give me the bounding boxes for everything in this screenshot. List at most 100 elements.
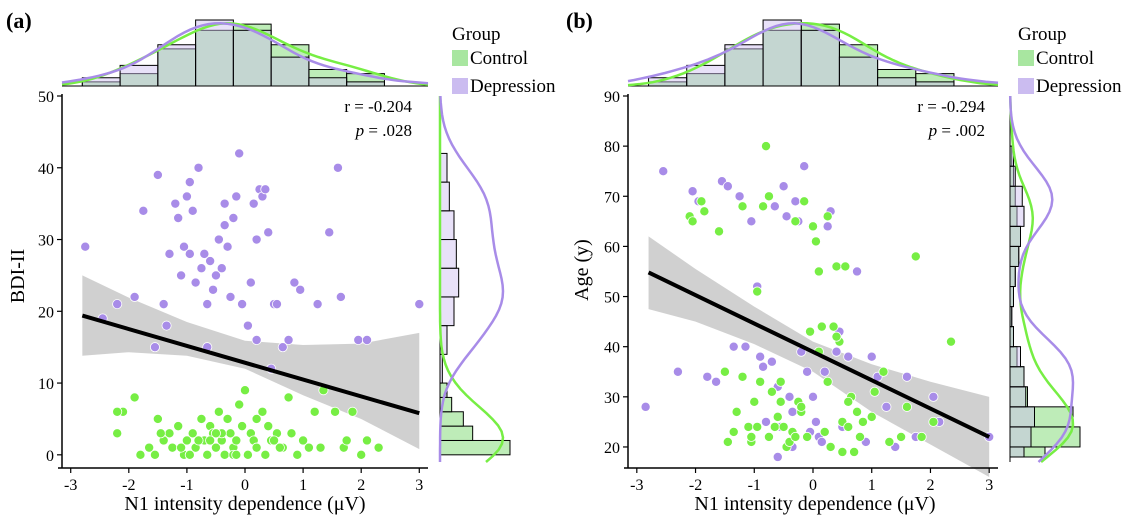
- top-hist-bar-depression-a: [119, 64, 159, 87]
- panel-label-b: (b): [566, 8, 593, 33]
- point-depression-b: [810, 416, 821, 427]
- point-control-a: [330, 406, 341, 417]
- legend-title-a: Group: [452, 24, 501, 45]
- point-depression-b: [758, 361, 769, 372]
- point-depression-a: [152, 169, 163, 180]
- point-depression-b: [802, 366, 813, 377]
- right-hist-bar-depression-b: [1009, 205, 1025, 227]
- top-density-depression-a: [61, 22, 429, 85]
- x-tick-label-b: 1: [868, 477, 876, 494]
- point-control-b: [755, 376, 766, 387]
- point-depression-a: [213, 234, 224, 245]
- point-depression-a: [216, 263, 227, 274]
- point-depression-a: [80, 241, 91, 252]
- point-control-a: [144, 442, 155, 453]
- point-control-a: [315, 442, 326, 453]
- right-hist-bar-depression-b: [1009, 245, 1020, 267]
- p-value-b: = .002: [937, 121, 985, 140]
- point-depression-b: [816, 436, 827, 447]
- point-control-b: [837, 446, 848, 457]
- point-depression-a: [237, 299, 248, 310]
- point-depression-a: [161, 320, 172, 331]
- point-depression-b: [787, 406, 798, 417]
- point-control-b: [766, 386, 777, 397]
- point-depression-b: [772, 451, 783, 462]
- point-control-b: [869, 386, 880, 397]
- right-hist-bar-depression-b: [1009, 346, 1021, 368]
- point-control-b: [763, 191, 774, 202]
- point-depression-a: [251, 334, 262, 345]
- point-control-a: [361, 435, 372, 446]
- right-hist-bar-depression-a: [439, 296, 455, 327]
- point-depression-b: [766, 356, 777, 367]
- x-tick-label-b: -3: [630, 477, 643, 494]
- point-control-b: [910, 251, 921, 262]
- y-tick-label-b: 70: [604, 189, 620, 206]
- point-depression-b: [640, 401, 651, 412]
- top-hist-bar-depression-b: [877, 77, 917, 87]
- point-depression-a: [205, 256, 216, 267]
- point-control-b: [731, 406, 742, 417]
- right-hist-bar-depression-b: [1009, 286, 1014, 308]
- r-annotation-b: r = -0.294: [917, 97, 985, 116]
- y-tick-label-b: 50: [604, 290, 620, 307]
- point-depression-a: [208, 284, 219, 295]
- y-axis-label-b: Age (y): [571, 239, 593, 301]
- point-control-a: [231, 435, 242, 446]
- right-hist-bar-depression-a: [439, 210, 455, 241]
- point-depression-a: [202, 299, 213, 310]
- point-control-a: [231, 449, 242, 460]
- top-hist-bar-depression-b: [762, 19, 802, 87]
- right-hist-bar-depression-a: [439, 239, 457, 269]
- y-axis-label-a: BDI-II: [7, 249, 29, 303]
- point-depression-a: [210, 270, 221, 281]
- r-annotation-a: r = -0.204: [344, 97, 412, 116]
- point-control-b: [796, 401, 807, 412]
- point-control-b: [857, 416, 868, 427]
- point-depression-b: [728, 341, 739, 352]
- point-depression-a: [222, 241, 233, 252]
- right-hist-bar-depression-b: [1009, 225, 1021, 247]
- point-control-a: [149, 449, 160, 460]
- point-control-a: [129, 392, 140, 403]
- point-depression-a: [138, 205, 149, 216]
- point-control-a: [155, 428, 166, 439]
- right-density-depression-a: [438, 95, 505, 462]
- point-depression-a: [193, 162, 204, 173]
- point-depression-a: [245, 277, 256, 288]
- point-depression-b: [852, 266, 863, 277]
- right-hist-bar-depression-b: [1009, 426, 1032, 448]
- point-control-b: [743, 421, 754, 432]
- point-control-a: [135, 449, 146, 460]
- legend-entry-control-a: Control: [470, 48, 528, 69]
- point-control-b: [778, 421, 789, 432]
- point-control-a: [205, 435, 216, 446]
- point-depression-a: [181, 191, 192, 202]
- point-depression-b: [740, 341, 751, 352]
- point-control-a: [167, 442, 178, 453]
- point-depression-a: [231, 191, 242, 202]
- point-control-a: [176, 442, 187, 453]
- point-depression-b: [831, 346, 842, 357]
- point-control-a: [210, 428, 221, 439]
- point-control-a: [202, 449, 213, 460]
- point-control-b: [722, 436, 733, 447]
- point-control-a: [222, 413, 233, 424]
- p-symbol-a: p: [355, 121, 365, 140]
- top-density-depression-b: [627, 22, 999, 84]
- point-depression-a: [129, 291, 140, 302]
- point-depression-a: [225, 291, 236, 302]
- right-hist-bar-depression-a: [439, 267, 460, 298]
- point-control-a: [242, 449, 253, 460]
- point-depression-b: [734, 191, 745, 202]
- point-control-a: [341, 435, 352, 446]
- point-control-a: [269, 435, 280, 446]
- right-hist-bar-depression-b: [1009, 185, 1023, 207]
- point-control-b: [916, 431, 927, 442]
- point-depression-a: [361, 334, 372, 345]
- panel-label-a: (a): [6, 8, 32, 33]
- point-depression-b: [819, 366, 830, 377]
- point-depression-b: [761, 416, 772, 427]
- point-control-b: [822, 211, 833, 222]
- y-tick-label-a: 10: [38, 376, 54, 393]
